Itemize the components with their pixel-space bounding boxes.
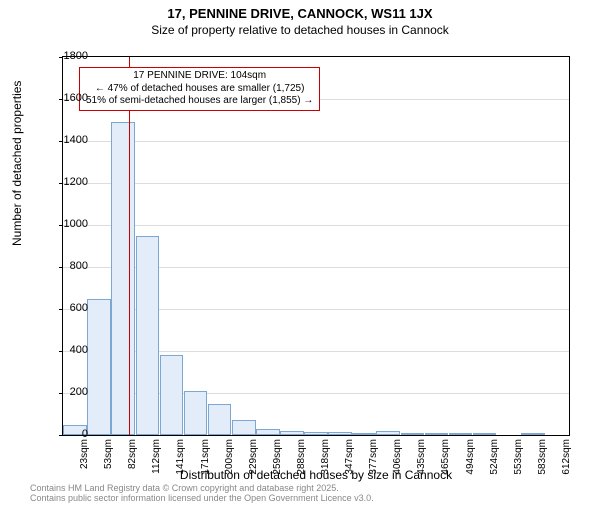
histogram-bar	[111, 122, 135, 435]
histogram-bar	[136, 236, 160, 436]
xtick-label: 23sqm	[79, 439, 90, 469]
ytick-label: 1000	[48, 218, 88, 230]
gridline	[63, 141, 569, 142]
histogram-bar	[87, 299, 111, 436]
histogram-bar	[473, 433, 497, 435]
histogram-bar	[256, 429, 280, 435]
chart-plot-area: 23sqm53sqm82sqm112sqm141sqm171sqm200sqm2…	[62, 56, 570, 436]
callout-larger: 51% of semi-detached houses are larger (…	[86, 95, 313, 108]
title-main: 17, PENNINE DRIVE, CANNOCK, WS11 1JX	[0, 6, 600, 21]
callout-box: 17 PENNINE DRIVE: 104sqm← 47% of detache…	[79, 67, 320, 111]
histogram-bar	[521, 433, 545, 435]
footer-attribution: Contains HM Land Registry data © Crown c…	[30, 484, 374, 504]
property-marker-line	[129, 57, 130, 435]
ytick-label: 600	[48, 302, 88, 314]
histogram-bar	[232, 420, 256, 435]
histogram-bar	[184, 391, 208, 435]
ytick-label: 1400	[48, 134, 88, 146]
histogram-bar	[328, 432, 352, 435]
title-sub: Size of property relative to detached ho…	[0, 23, 600, 37]
histogram-bar	[160, 355, 184, 435]
ytick-label: 1800	[48, 50, 88, 62]
xtick-label: 53sqm	[103, 439, 114, 469]
ytick-label: 0	[48, 428, 88, 440]
callout-smaller: ← 47% of detached houses are smaller (1,…	[86, 83, 313, 96]
histogram-bar	[449, 433, 473, 435]
footer-line2: Contains public sector information licen…	[30, 493, 374, 503]
histogram-bar	[304, 432, 328, 435]
ytick-label: 1200	[48, 176, 88, 188]
histogram-bar	[208, 404, 232, 436]
histogram-bar	[352, 433, 376, 435]
histogram-bar	[376, 431, 400, 435]
ytick-label: 400	[48, 344, 88, 356]
histogram-bar	[401, 433, 425, 435]
x-axis-label: Distribution of detached houses by size …	[62, 468, 570, 482]
xtick-label: 82sqm	[127, 439, 138, 469]
callout-title: 17 PENNINE DRIVE: 104sqm	[86, 70, 313, 83]
footer-line1: Contains HM Land Registry data © Crown c…	[30, 483, 339, 493]
histogram-bar	[425, 433, 449, 435]
y-axis-label: Number of detached properties	[10, 81, 24, 246]
histogram-bar	[280, 431, 304, 435]
gridline	[63, 183, 569, 184]
ytick-label: 800	[48, 260, 88, 272]
gridline	[63, 225, 569, 226]
ytick-label: 1600	[48, 92, 88, 104]
ytick-label: 200	[48, 386, 88, 398]
